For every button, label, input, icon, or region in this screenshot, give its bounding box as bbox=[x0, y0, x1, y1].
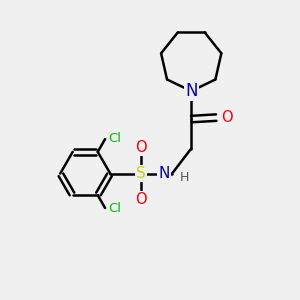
Text: O: O bbox=[135, 140, 147, 155]
Text: N: N bbox=[185, 82, 197, 100]
Text: Cl: Cl bbox=[109, 202, 122, 215]
Text: H: H bbox=[179, 171, 189, 184]
Text: Cl: Cl bbox=[109, 132, 122, 145]
Text: O: O bbox=[221, 110, 233, 125]
Text: N: N bbox=[185, 82, 197, 100]
Text: O: O bbox=[135, 192, 147, 207]
Text: N: N bbox=[158, 166, 170, 181]
Text: S: S bbox=[136, 166, 146, 181]
